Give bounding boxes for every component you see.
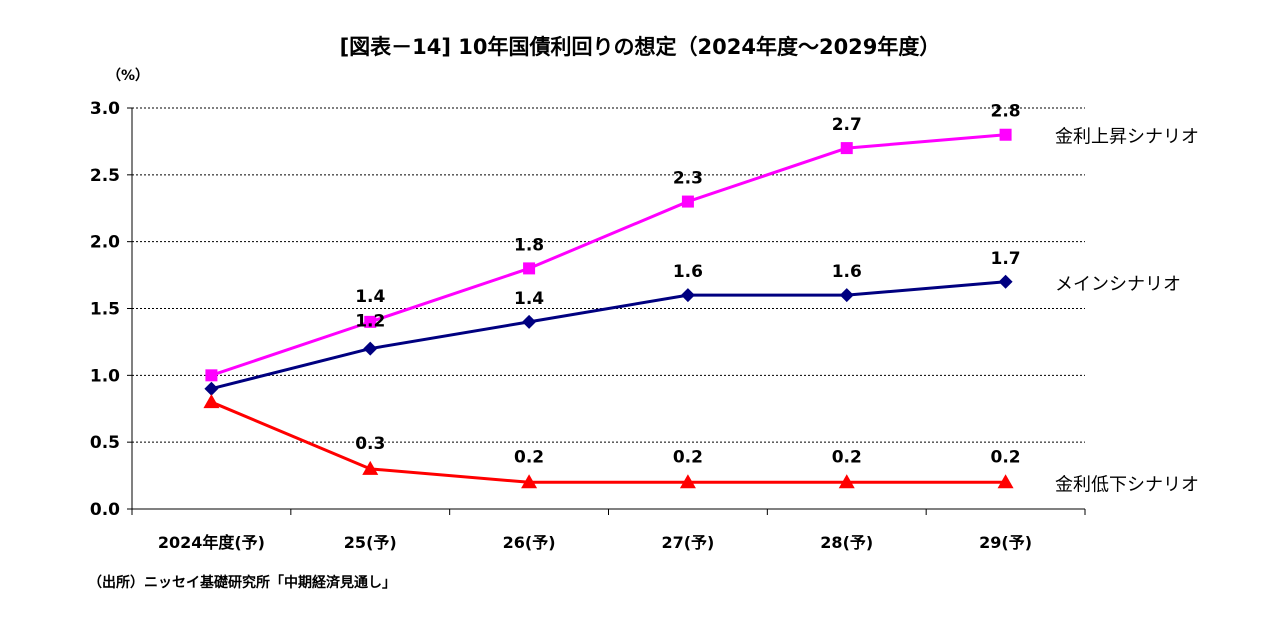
series-square [205, 128, 1012, 382]
data-label: 0.3 [355, 434, 385, 454]
source-note: （出所）ニッセイ基礎研究所「中期経済見通し」 [88, 574, 396, 591]
series-diamond [204, 274, 1013, 396]
data-point-square [840, 142, 853, 155]
data-point-diamond [839, 288, 854, 303]
x-tick-label: 25(予) [344, 533, 397, 552]
data-label: 1.4 [355, 287, 385, 307]
series-name-label: メインシナリオ [1055, 274, 1181, 295]
series-line [210, 133, 1006, 377]
x-tick-label: 2024年度(予) [158, 533, 265, 552]
data-labels: 1.4 1.8 2.3 2.7 2.8 金利上昇シナリオ 1.2 1.4 1.6 1.6 1.7 メイ… [355, 102, 1199, 496]
x-tick-label: 29(予) [979, 533, 1032, 552]
gridlines [132, 107, 1085, 443]
series-line [210, 400, 1006, 484]
y-tick-label: 0.5 [90, 433, 120, 453]
x-tick-label: 26(予) [503, 533, 556, 552]
data-label: 1.6 [673, 262, 703, 282]
series-line [211, 280, 1006, 391]
y-tick-label: 2.5 [90, 166, 120, 186]
x-tick-label: 28(予) [820, 533, 873, 552]
data-label: 2.8 [991, 102, 1021, 122]
data-point-diamond [363, 341, 378, 356]
y-tick-label: 1.0 [90, 366, 120, 386]
chart-title: [図表－14] 10年国債利回りの想定（2024年度～2029年度） [340, 35, 941, 59]
series-group [203, 128, 1014, 489]
y-tick-label: 0.0 [90, 500, 120, 520]
data-label: 0.2 [514, 447, 544, 467]
y-unit-label: （%） [107, 68, 149, 84]
data-point-triangle [521, 474, 538, 489]
series-triangle [203, 394, 1014, 489]
y-tick-label: 2.0 [90, 233, 120, 253]
data-label: 2.3 [673, 169, 703, 189]
data-point-triangle [997, 474, 1014, 489]
data-label: 2.7 [832, 115, 862, 135]
x-tick-label: 27(予) [661, 533, 714, 552]
data-point-square [523, 262, 536, 275]
data-point-square [205, 369, 218, 382]
data-label: 1.6 [832, 262, 862, 282]
series-name-label: 金利上昇シナリオ [1055, 127, 1199, 148]
data-point-square [681, 195, 694, 208]
data-point-triangle [203, 394, 220, 409]
data-point-square [364, 315, 377, 328]
y-tick-label: 3.0 [90, 99, 120, 119]
data-point-triangle [679, 474, 696, 489]
data-point-diamond [998, 274, 1013, 289]
data-label: 0.2 [832, 447, 862, 467]
data-point-diamond [204, 381, 219, 396]
data-point-square [999, 128, 1012, 141]
data-label: 1.8 [514, 235, 544, 255]
data-label: 1.4 [514, 289, 544, 309]
data-label: 0.2 [673, 447, 703, 467]
data-point-diamond [522, 314, 537, 329]
y-tick-label: 1.5 [90, 300, 120, 320]
data-label: 1.7 [991, 249, 1021, 269]
series-name-label: 金利低下シナリオ [1055, 474, 1199, 495]
data-point-triangle [362, 460, 379, 475]
data-point-diamond [680, 288, 695, 303]
data-label: 1.2 [355, 312, 385, 332]
axes: 0.0 0.5 1.0 1.5 2.0 2.5 3.0 2024年度(予) 25(予) 26(予)… [90, 99, 1086, 552]
data-point-triangle [838, 474, 855, 489]
data-label: 0.2 [991, 447, 1021, 467]
